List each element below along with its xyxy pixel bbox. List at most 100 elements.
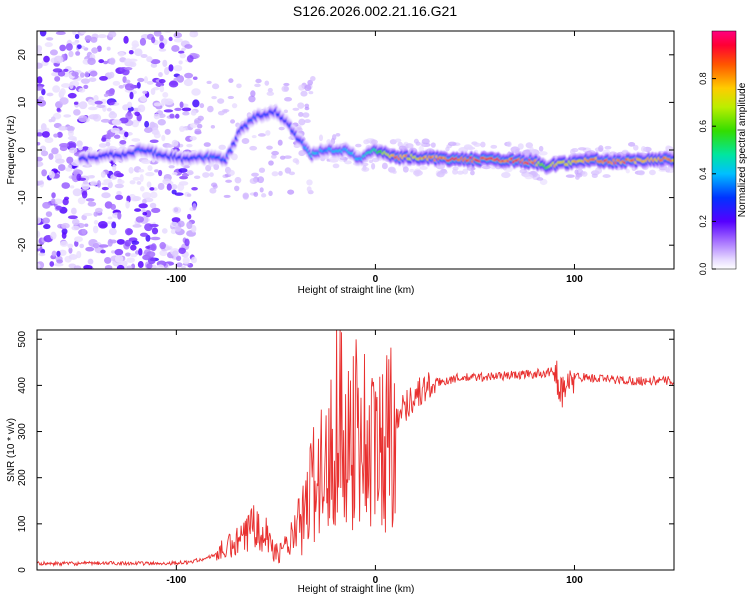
noise-blob (67, 92, 77, 99)
noise-blob (84, 35, 92, 42)
noise-blob (59, 88, 66, 96)
noise-blob (146, 251, 156, 258)
noise-blob (125, 252, 131, 257)
noise-blob (266, 145, 273, 150)
halo-blob (536, 177, 544, 181)
noise-blob (67, 129, 74, 137)
noise-blob (196, 123, 203, 129)
noise-blob (73, 101, 79, 105)
noise-blob (161, 228, 168, 234)
noise-blob (68, 50, 74, 58)
noise-blob (156, 264, 165, 269)
noise-blob (278, 170, 283, 176)
noise-blob (163, 180, 174, 186)
noise-blob (55, 205, 63, 211)
noise-blob (161, 134, 166, 142)
noise-blob (186, 221, 193, 230)
noise-blob (277, 139, 283, 146)
snr-x-label: Height of straight line (km) (298, 584, 415, 595)
noise-blob (118, 84, 124, 89)
noise-blob (66, 156, 74, 164)
noise-blob (146, 263, 153, 269)
noise-blob (46, 37, 54, 41)
halo-blob (405, 143, 414, 149)
noise-blob (71, 218, 80, 226)
noise-blob (63, 68, 69, 73)
noise-blob (202, 172, 210, 178)
noise-blob (271, 171, 279, 177)
halo-blob (538, 145, 544, 152)
noise-blob (217, 110, 225, 116)
halo-blob (581, 171, 588, 177)
halo-blob (480, 141, 486, 148)
noise-blob (304, 84, 312, 92)
noise-blob (85, 246, 95, 252)
noise-blob (248, 95, 256, 103)
noise-blob (265, 130, 271, 136)
noise-blob (59, 44, 67, 52)
noise-blob (67, 243, 74, 249)
noise-blob (283, 155, 292, 159)
noise-blob (158, 48, 167, 52)
noise-blob (259, 187, 264, 193)
noise-blob (231, 103, 238, 109)
noise-blob (230, 119, 236, 124)
noise-blob (159, 42, 165, 49)
noise-blob (178, 168, 188, 173)
noise-blob (151, 207, 161, 213)
noise-blob (37, 242, 41, 249)
noise-blob (308, 90, 314, 95)
noise-blob (150, 59, 161, 65)
noise-blob (65, 125, 75, 131)
halo-blob (481, 165, 491, 170)
noise-blob (179, 127, 186, 131)
noise-blob (138, 168, 145, 173)
noise-blob (255, 78, 262, 84)
halo-blob (473, 142, 481, 147)
noise-blob (48, 153, 54, 160)
noise-blob (37, 99, 47, 107)
noise-blob (49, 261, 55, 267)
noise-blob (51, 71, 60, 77)
noise-blob (37, 76, 43, 84)
noise-blob (78, 177, 87, 181)
noise-blob (112, 164, 117, 172)
noise-blob (250, 90, 256, 97)
noise-blob (141, 209, 147, 213)
noise-blob (98, 244, 109, 248)
noise-blob (131, 240, 140, 245)
noise-blob (211, 95, 217, 100)
noise-blob (302, 112, 310, 118)
noise-blob (267, 87, 273, 93)
snr-y-label: SNR (10 * v/v) (6, 418, 17, 482)
noise-blob (144, 120, 150, 128)
y-tick-label: 100 (17, 515, 28, 532)
noise-blob (107, 181, 113, 189)
noise-blob (53, 133, 59, 138)
y-tick-label: 0 (17, 147, 28, 153)
x-tick-label: -100 (166, 274, 186, 285)
noise-blob (45, 211, 53, 218)
noise-blob (213, 163, 220, 171)
snr-panel: -100 0 100 0 100 200 300 400 500 Height of stra… (6, 329, 675, 595)
noise-blob (191, 187, 198, 191)
noise-blob (81, 182, 90, 190)
noise-blob (191, 88, 201, 96)
noise-blob (56, 259, 64, 264)
halo-blob (355, 143, 362, 148)
noise-blob (228, 78, 234, 83)
spectrogram-y-axis: -20 -10 0 10 20 (17, 49, 674, 252)
noise-blob (59, 145, 68, 152)
halo-blob (665, 167, 674, 174)
noise-blob (157, 182, 165, 191)
halo-blob (335, 132, 341, 137)
noise-blob (171, 217, 181, 223)
noise-blob (90, 180, 98, 186)
halo-blob (339, 157, 349, 161)
noise-blob (84, 223, 89, 227)
noise-blob (145, 171, 155, 177)
noise-blob (83, 212, 93, 217)
noise-blob (52, 85, 61, 93)
noise-blob (171, 45, 180, 52)
